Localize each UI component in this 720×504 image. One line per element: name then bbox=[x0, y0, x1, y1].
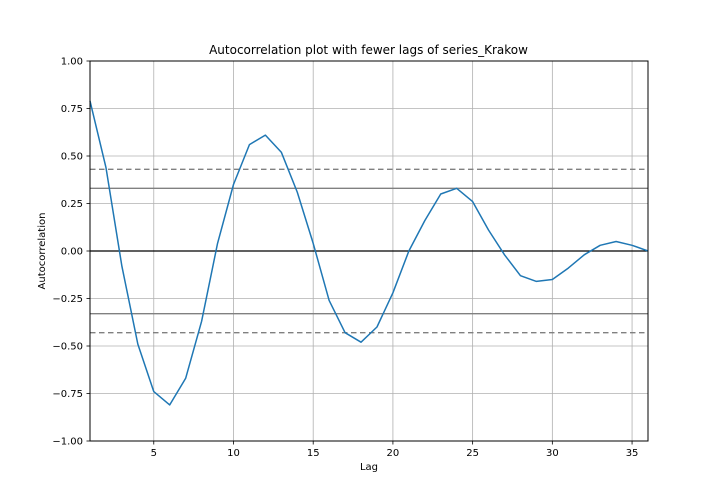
y-tick-label: −0.75 bbox=[52, 389, 83, 400]
x-tick-label: 10 bbox=[227, 448, 240, 459]
series-group bbox=[89, 100, 649, 406]
y-tick-label: 1.00 bbox=[61, 57, 83, 68]
y-tick-label: 0.50 bbox=[61, 152, 83, 163]
x-tick-label: 30 bbox=[546, 448, 559, 459]
y-axis: −1.00 −0.75 −0.50 −0.25 0.00 0.25 0.50 0.75 1.00 bbox=[52, 57, 90, 448]
y-tick-label: −1.00 bbox=[52, 437, 83, 448]
x-tick-label: 20 bbox=[387, 448, 400, 459]
y-tick-label: 0.75 bbox=[61, 104, 83, 115]
x-tick-label: 25 bbox=[466, 448, 479, 459]
x-axis-label: Lag bbox=[360, 462, 378, 473]
x-tick-label: 15 bbox=[307, 448, 320, 459]
y-axis-label: Autocorrelation bbox=[37, 213, 48, 290]
x-tick-label: 5 bbox=[151, 448, 157, 459]
chart-title: Autocorrelation plot with fewer lags of … bbox=[209, 43, 528, 57]
y-tick-label: 0.00 bbox=[61, 247, 83, 258]
y-tick-label: −0.25 bbox=[52, 294, 83, 305]
y-tick-label: −0.50 bbox=[52, 342, 83, 353]
autocorrelation-series-line bbox=[89, 100, 649, 406]
reference-lines bbox=[90, 168, 648, 334]
x-axis: 5 10 15 20 25 30 35 bbox=[151, 441, 639, 459]
x-tick-label: 35 bbox=[626, 448, 639, 459]
y-tick-label: 0.25 bbox=[61, 199, 83, 210]
